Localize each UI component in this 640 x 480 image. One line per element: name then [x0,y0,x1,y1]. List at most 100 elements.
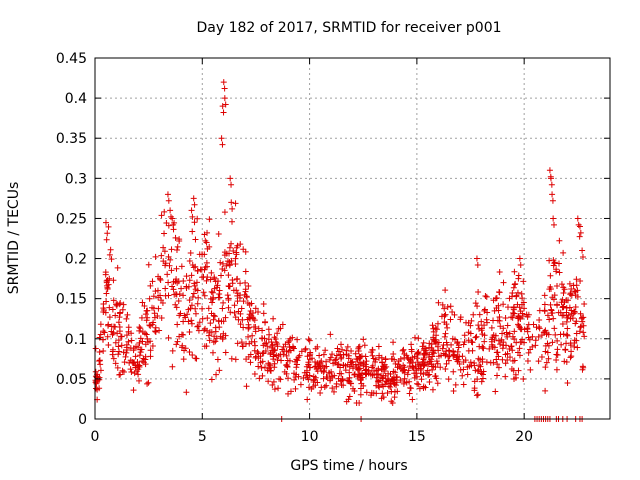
data-point [547,175,554,182]
data-point [397,377,404,384]
data-point [293,364,300,371]
data-point [216,324,223,331]
data-point [197,266,204,273]
data-point [238,339,245,346]
data-point [489,343,496,350]
data-point [141,302,148,309]
data-point [100,347,107,354]
data-point [375,367,382,374]
data-point [302,346,309,353]
data-point [239,316,246,323]
data-point [169,363,176,370]
data-point [338,341,345,348]
data-point [478,327,485,334]
data-point [342,367,349,374]
data-point [274,343,281,350]
data-point [106,251,113,258]
data-point [152,328,159,335]
data-point [550,221,557,228]
data-point [561,358,568,365]
data-point [393,374,400,381]
data-point [420,385,427,392]
data-point [571,288,578,295]
data-point [221,249,228,256]
data-point [150,305,157,312]
data-point [323,363,330,370]
data-point [150,293,157,300]
data-point [108,256,115,263]
data-point [242,248,249,255]
data-point [162,260,169,267]
data-point [222,314,229,321]
data-point [283,370,290,377]
data-point [499,330,506,337]
data-point [449,308,456,315]
data-point [506,330,513,337]
data-point [257,359,264,366]
data-point [227,309,234,316]
data-point [443,360,450,367]
data-point [138,346,145,353]
data-point [169,215,176,222]
data-point [229,280,236,287]
data-point [251,371,258,378]
data-point [189,352,196,359]
data-point [567,354,574,361]
data-point [379,390,386,397]
data-point [576,223,583,230]
data-point [415,335,422,342]
data-point [426,371,433,378]
data-point [194,323,201,330]
data-point [428,356,435,363]
data-point [542,364,549,371]
data-point [563,331,570,338]
data-point [390,377,397,384]
data-point [509,347,516,354]
data-point [269,341,276,348]
data-point [511,336,518,343]
data-point [447,303,454,310]
data-point [157,277,164,284]
data-point [112,339,119,346]
data-point [521,305,528,312]
data-point [391,356,398,363]
x-ticks: 0 5 10 15 20 [91,58,533,445]
data-point [357,385,364,392]
data-point [103,290,110,297]
data-point [132,362,139,369]
data-point [100,307,107,313]
data-point [232,261,239,268]
data-point [261,340,268,347]
data-point [376,352,383,359]
data-point [345,355,352,362]
data-point [469,339,476,346]
data-point [541,292,548,299]
data-point [412,370,419,377]
data-point [114,264,121,271]
data-point [103,279,110,286]
data-point [196,251,203,258]
data-point [559,304,566,311]
data-point [494,372,501,379]
data-point [433,358,440,365]
data-point [163,219,170,226]
data-point [255,355,262,362]
data-point [515,322,522,329]
data-point [137,349,144,356]
data-point [188,272,195,279]
data-point [147,347,154,354]
data-point [390,368,397,375]
data-point [371,367,378,374]
data-point [155,294,162,301]
data-point [191,201,198,208]
chart-title: Day 182 of 2017, SRMTID for receiver p00… [196,20,501,36]
data-point [553,266,560,273]
data-point [186,277,193,284]
data-point [340,382,347,389]
data-point [286,357,293,364]
data-point [226,283,233,290]
data-point [551,325,558,332]
data-point [220,330,227,337]
data-point [520,375,527,382]
data-point [165,253,172,260]
